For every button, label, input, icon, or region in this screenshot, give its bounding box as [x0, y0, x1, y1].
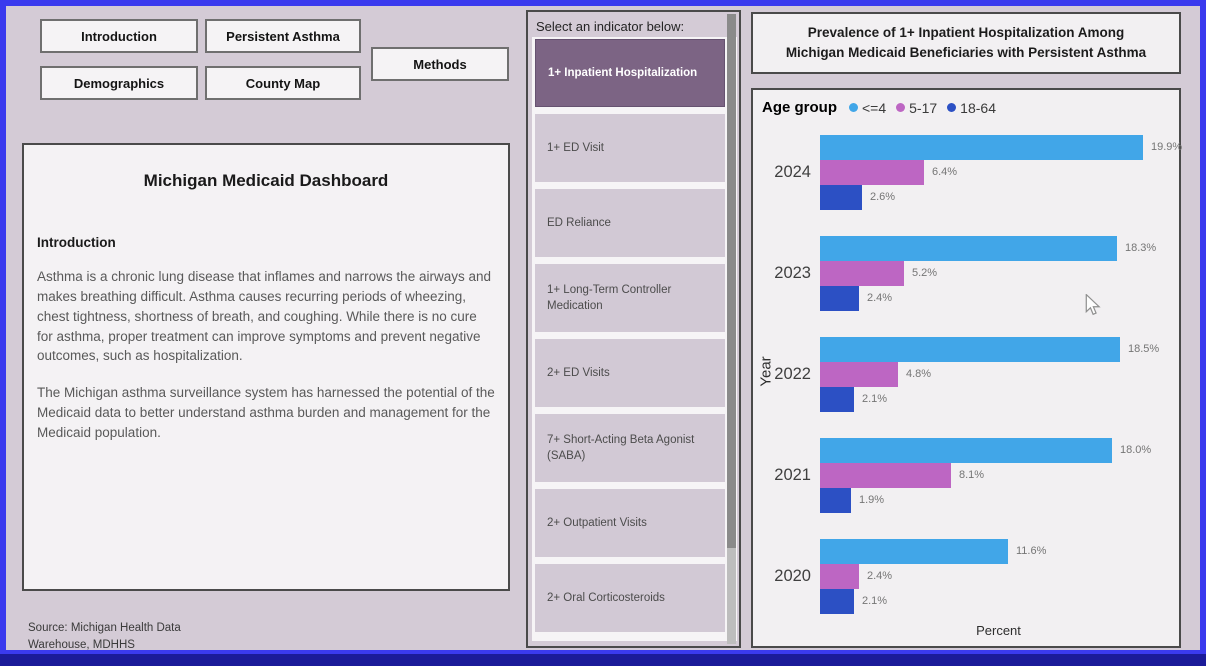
- indicator-item[interactable]: 2+ ED Visits: [535, 339, 725, 407]
- x-axis-label: Percent: [976, 623, 1021, 638]
- bar-<=4-2024[interactable]: [820, 135, 1143, 160]
- nav-button-methods[interactable]: Methods: [371, 47, 509, 81]
- page-title: Michigan Medicaid Dashboard: [143, 171, 389, 190]
- indicator-panel: Select an indicator below: 1+ Inpatient …: [526, 10, 741, 648]
- bar-value-label: 2.1%: [862, 393, 888, 405]
- chart-plot: 2024 19.9% 6.4% 2.6% 2023 18.3% 5.2% 2.4% 2022 18…: [753, 135, 1183, 614]
- bar-value-label: 2.4%: [867, 292, 893, 304]
- year-group: 2021 18.0% 8.1% 1.9%: [753, 438, 1179, 513]
- bar-value-label: 5.2%: [912, 267, 938, 279]
- bar-5-17-2021[interactable]: [820, 463, 951, 488]
- bar-value-label: 2.4%: [867, 570, 893, 582]
- legend-label: 5-17: [909, 99, 938, 116]
- bar-value-label: 18.5%: [1128, 343, 1160, 355]
- bar-value-label: 19.9%: [1151, 141, 1183, 153]
- chart-title: Prevalence of 1+ Inpatient Hospitalizati…: [751, 12, 1181, 74]
- bar-<=4-2020[interactable]: [820, 539, 1008, 564]
- year-tick-label: 2021: [774, 466, 811, 484]
- bar-value-label: 2.6%: [870, 191, 896, 203]
- indicator-item[interactable]: ED Reliance: [535, 189, 725, 257]
- indicator-item[interactable]: 1+ Inpatient Hospitalization: [535, 39, 725, 107]
- intro-heading: Introduction: [37, 235, 116, 250]
- year-tick-label: 2020: [774, 567, 811, 585]
- legend-title: Age group: [762, 99, 837, 116]
- intro-panel: Michigan Medicaid Dashboard Introduction…: [22, 143, 510, 591]
- indicator-item[interactable]: 2+ Outpatient Visits: [535, 489, 725, 557]
- intro-paragraph-2: The Michigan asthma surveillance system …: [37, 385, 495, 440]
- intro-paragraph-1: Asthma is a chronic lung disease that in…: [37, 269, 491, 364]
- bar-5-17-2024[interactable]: [820, 160, 924, 185]
- bar-value-label: 1.9%: [859, 494, 885, 506]
- nav-button-introduction[interactable]: Introduction: [40, 19, 198, 53]
- bar-value-label: 11.6%: [1016, 545, 1047, 557]
- bar-18-64-2023[interactable]: [820, 286, 859, 311]
- year-tick-label: 2022: [774, 365, 811, 383]
- indicator-scrollbar-thumb[interactable]: [727, 14, 736, 548]
- bar-<=4-2022[interactable]: [820, 337, 1120, 362]
- bar-5-17-2022[interactable]: [820, 362, 898, 387]
- year-group: 2022 18.5% 4.8% 2.1%: [753, 337, 1179, 412]
- legend-item[interactable]: 5-17: [896, 100, 937, 116]
- indicator-item[interactable]: 1+ ED Visit: [535, 114, 725, 182]
- bar-value-label: 6.4%: [932, 166, 958, 178]
- legend-dot-icon: [947, 103, 957, 112]
- year-tick-label: 2023: [774, 264, 811, 282]
- bar-value-label: 4.8%: [906, 368, 932, 380]
- indicator-item[interactable]: 7+ Short-Acting Beta Agonist (SABA): [535, 414, 725, 482]
- bar-value-label: 18.3%: [1125, 242, 1157, 254]
- year-group: 2024 19.9% 6.4% 2.6%: [753, 135, 1183, 210]
- bar-18-64-2021[interactable]: [820, 488, 851, 513]
- bottom-strip: [0, 654, 1206, 666]
- year-tick-label: 2024: [774, 163, 811, 181]
- bar-value-label: 18.0%: [1120, 444, 1152, 456]
- legend-item[interactable]: 18-64: [947, 100, 996, 116]
- year-group: 2023 18.3% 5.2% 2.4%: [753, 236, 1179, 311]
- bar-<=4-2023[interactable]: [820, 236, 1117, 261]
- bar-value-label: 8.1%: [959, 469, 985, 481]
- nav-button-persistent-asthma[interactable]: Persistent Asthma: [205, 19, 361, 53]
- chart-legend: Age group <=4 5-17 18-64: [762, 99, 1006, 116]
- y-axis-label: Year: [757, 356, 775, 387]
- nav-button-demographics[interactable]: Demographics: [40, 66, 198, 100]
- bar-18-64-2020[interactable]: [820, 589, 854, 614]
- indicator-item[interactable]: 1+ Long-Term Controller Medication: [535, 264, 725, 332]
- legend-dot-icon: [896, 103, 906, 112]
- nav-button-county-map[interactable]: County Map: [205, 66, 361, 100]
- year-group: 2020 11.6% 2.4% 2.1%: [753, 539, 1179, 614]
- bar-5-17-2023[interactable]: [820, 261, 904, 286]
- indicator-panel-header: Select an indicator below:: [536, 19, 685, 34]
- legend-item[interactable]: <=4: [849, 100, 886, 116]
- legend-label: <=4: [862, 99, 887, 116]
- bar-5-17-2020[interactable]: [820, 564, 859, 589]
- indicator-item[interactable]: 2+ Oral Corticosteroids: [535, 564, 725, 632]
- indicator-list: 1+ Inpatient Hospitalization 1+ ED Visit E…: [532, 37, 737, 641]
- legend-label: 18-64: [960, 99, 996, 116]
- bar-<=4-2021[interactable]: [820, 438, 1112, 463]
- legend-dot-icon: [849, 103, 858, 112]
- bar-18-64-2024[interactable]: [820, 185, 862, 210]
- chart-panel: Age group <=4 5-17 18-64 2024 19.9% 6.4% 2.6%…: [751, 88, 1183, 648]
- indicator-scrollbar-track[interactable]: [727, 14, 736, 644]
- bar-18-64-2022[interactable]: [820, 387, 854, 412]
- mouse-cursor-icon: [1085, 293, 1101, 321]
- source-note: Source: Michigan Health Data Warehouse, …: [28, 622, 181, 651]
- bar-value-label: 2.1%: [862, 595, 888, 607]
